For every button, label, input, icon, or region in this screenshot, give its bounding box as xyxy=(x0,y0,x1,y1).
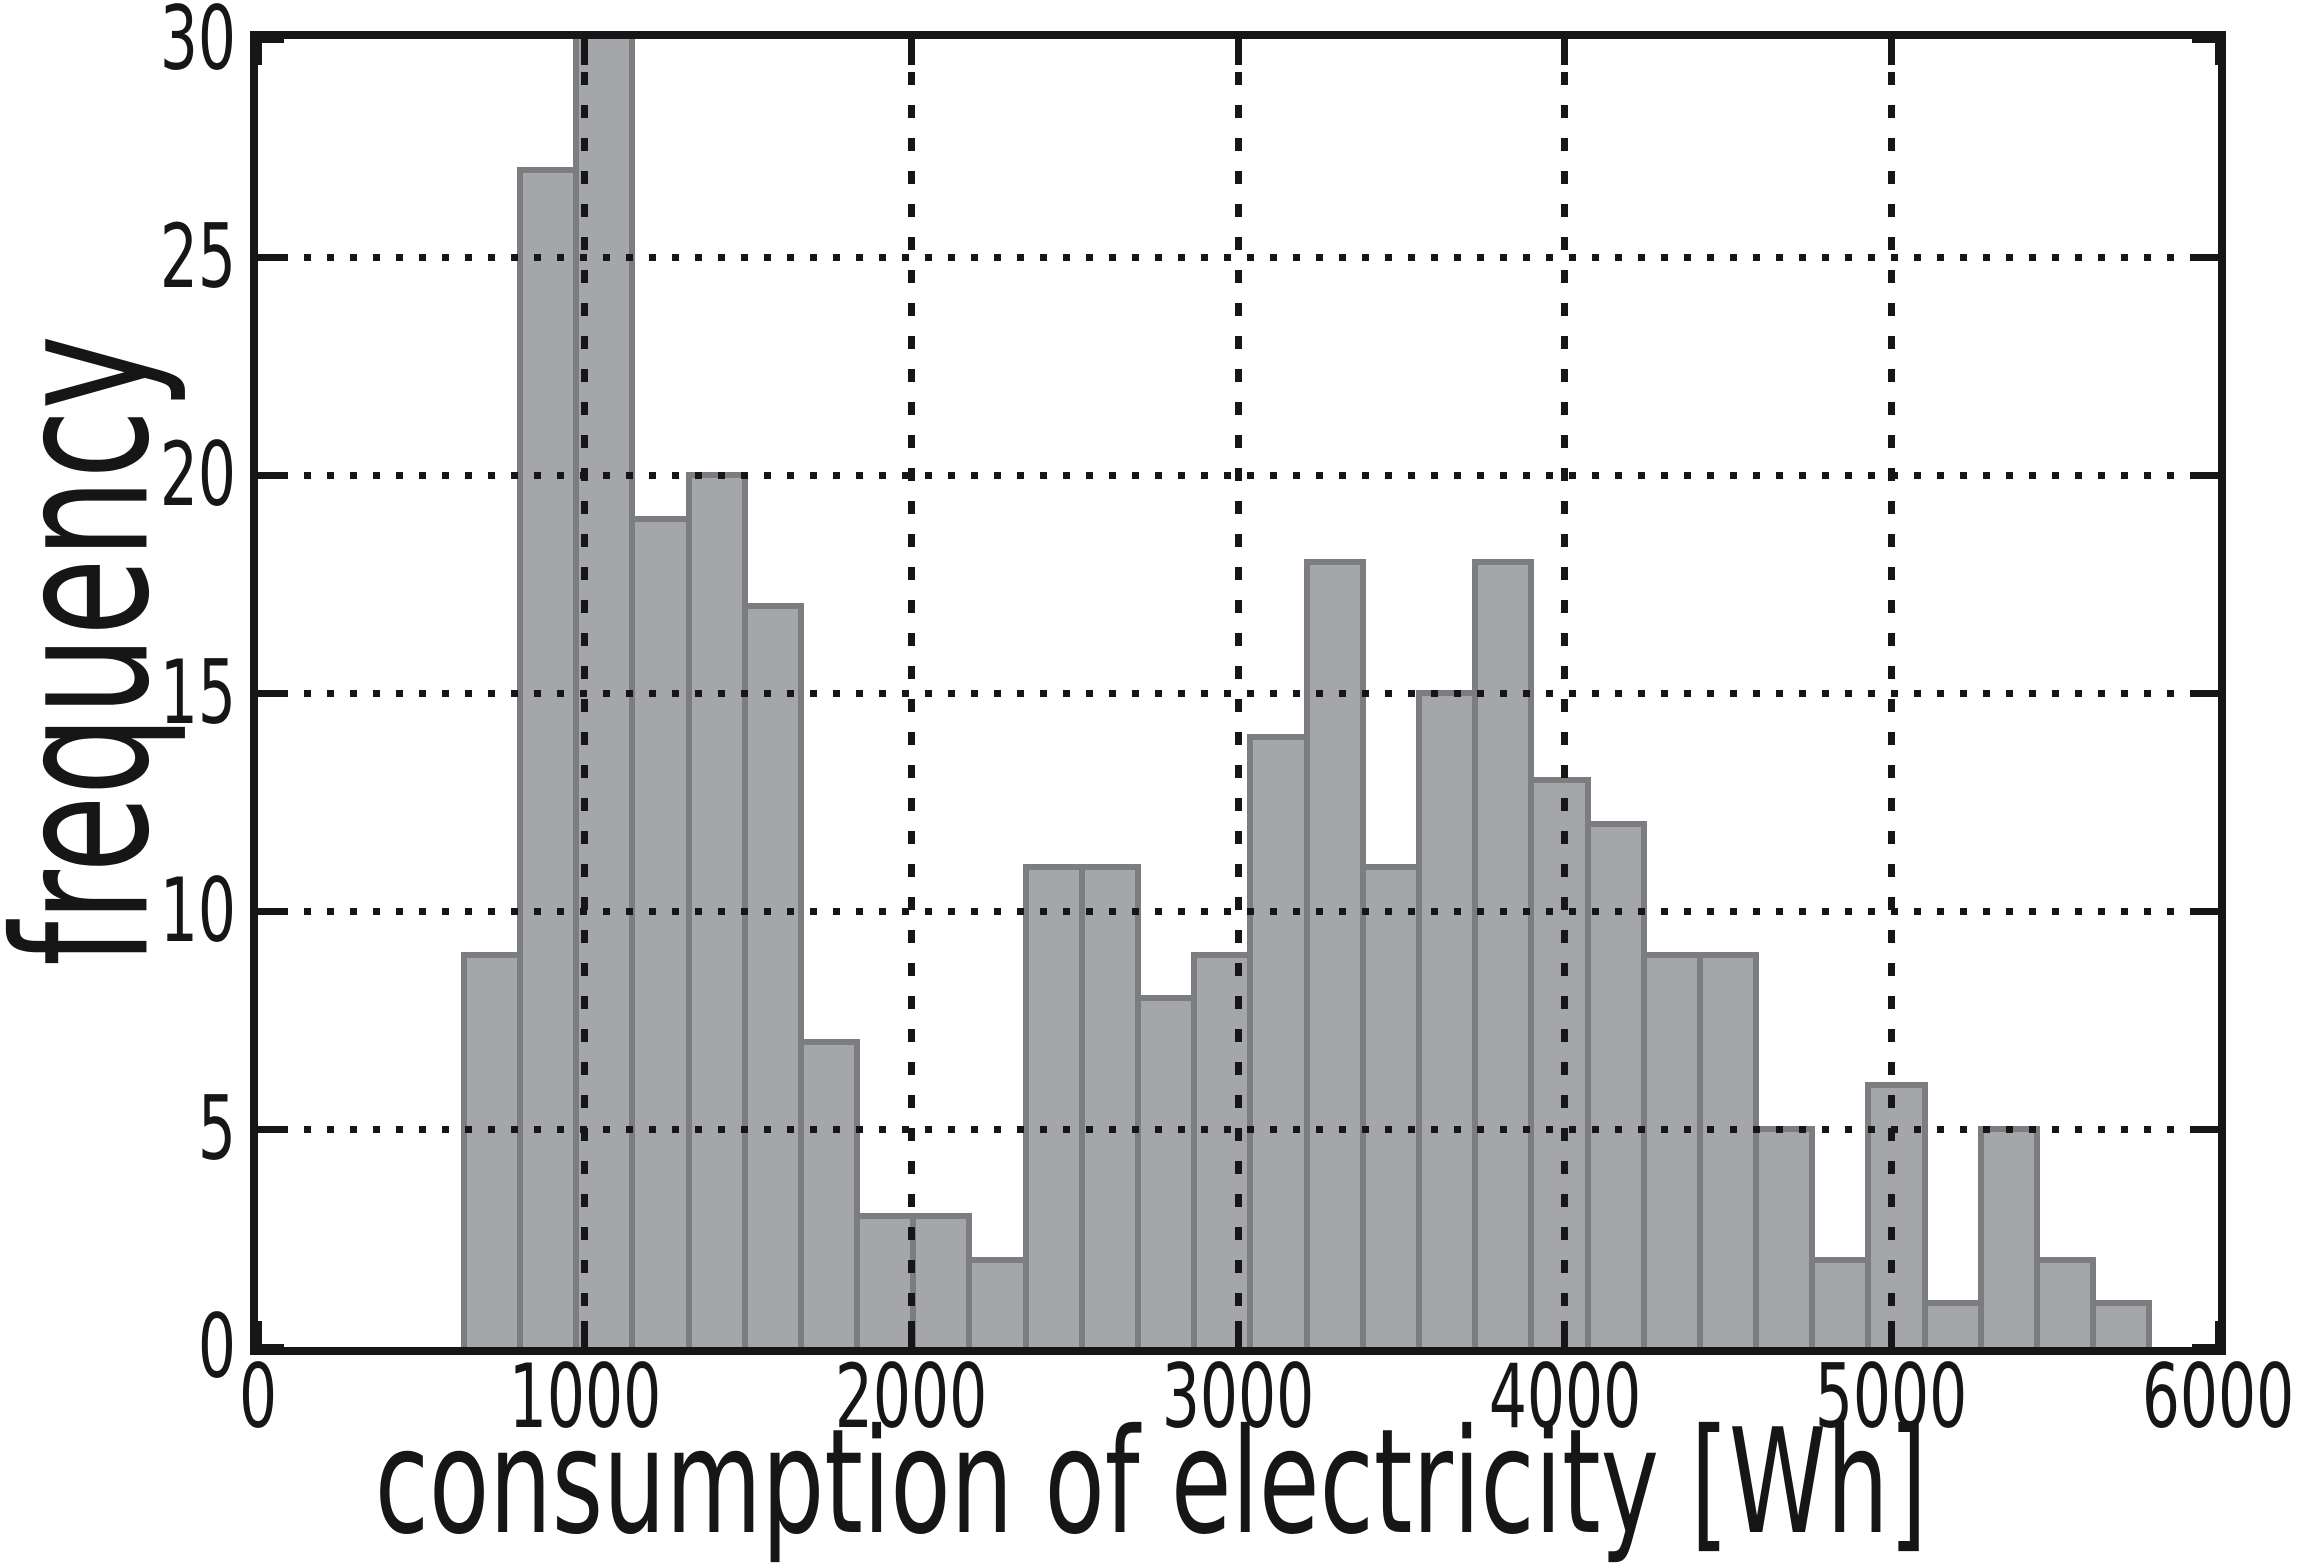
histogram-bar xyxy=(910,1213,973,1347)
x-tick xyxy=(258,1321,262,1347)
histogram-bar xyxy=(1359,864,1422,1347)
histogram-bar xyxy=(1977,1126,2040,1347)
vertical-gridline xyxy=(1887,39,1895,1347)
histogram-bar xyxy=(1921,1300,1984,1347)
histogram-bar xyxy=(2090,1300,2153,1347)
histogram-bar xyxy=(1247,733,1310,1347)
y-tick xyxy=(2192,1343,2218,1347)
histogram-bar xyxy=(1022,864,1085,1347)
y-tick xyxy=(258,39,284,43)
y-tick-label: 5 xyxy=(197,1077,236,1180)
y-tick-label: 15 xyxy=(159,641,236,744)
histogram-bar xyxy=(1303,559,1366,1347)
histogram-bar xyxy=(1191,951,1254,1347)
x-tick-label: 1000 xyxy=(508,1345,661,1448)
histogram-bar xyxy=(2034,1256,2097,1347)
y-tick-label: 10 xyxy=(159,859,236,962)
x-tick-label: 0 xyxy=(238,1345,278,1448)
histogram-bar xyxy=(1865,1082,1928,1347)
histogram-bar xyxy=(1696,951,1760,1347)
x-tick xyxy=(1234,1321,1242,1347)
x-axis-label: consumption of electricity [Wh] xyxy=(374,1398,1928,1566)
y-tick xyxy=(2192,39,2218,43)
x-tick xyxy=(1887,39,1895,65)
y-tick xyxy=(2192,253,2218,261)
histogram-bar xyxy=(1078,864,1142,1347)
histogram-bar xyxy=(1135,995,1198,1347)
y-tick xyxy=(258,1125,284,1133)
histogram-bar xyxy=(797,1038,861,1347)
y-tick xyxy=(258,689,284,697)
x-tick-label: 2000 xyxy=(835,1345,988,1448)
plot-area xyxy=(250,31,2226,1355)
x-tick xyxy=(258,39,262,65)
vertical-gridline xyxy=(1561,39,1569,1347)
y-tick xyxy=(2192,471,2218,479)
histogram-bar xyxy=(966,1256,1029,1347)
y-tick-label: 25 xyxy=(159,205,236,308)
x-tick xyxy=(907,39,915,65)
x-tick xyxy=(907,1321,915,1347)
histogram-bar xyxy=(741,602,804,1347)
y-tick xyxy=(258,907,284,915)
x-tick-label: 5000 xyxy=(1815,1345,1968,1448)
histogram-bar xyxy=(1472,559,1535,1347)
x-tick xyxy=(2214,1321,2218,1347)
y-tick xyxy=(258,1343,284,1347)
x-tick xyxy=(1561,39,1569,65)
x-tick xyxy=(2214,39,2218,65)
x-tick-label: 4000 xyxy=(1488,1345,1641,1448)
x-tick xyxy=(1561,1321,1569,1347)
vertical-gridline xyxy=(907,39,915,1347)
y-tick-label: 30 xyxy=(159,0,236,90)
y-tick xyxy=(258,253,284,261)
histogram-bar xyxy=(1584,820,1647,1347)
y-tick xyxy=(2192,1125,2218,1133)
y-tick-label: 20 xyxy=(159,423,236,526)
histogram-bar xyxy=(1415,690,1479,1347)
y-tick-label: 0 xyxy=(197,1295,236,1398)
x-tick-label: 6000 xyxy=(2141,1345,2295,1448)
histogram-bar xyxy=(460,951,523,1347)
x-tick xyxy=(581,39,589,65)
x-tick xyxy=(1887,1321,1895,1347)
histogram-bar xyxy=(516,166,580,1347)
y-tick xyxy=(258,471,284,479)
vertical-gridline xyxy=(1234,39,1242,1347)
histogram-bar xyxy=(1753,1126,1816,1347)
histogram-bar xyxy=(1809,1256,1872,1347)
y-tick xyxy=(2192,689,2218,697)
y-tick xyxy=(2192,907,2218,915)
x-tick xyxy=(1234,39,1242,65)
histogram-bar xyxy=(1528,777,1591,1347)
x-tick-label: 3000 xyxy=(1161,1345,1315,1448)
histogram-bar xyxy=(1640,951,1703,1347)
x-tick xyxy=(581,1321,589,1347)
histogram-bar xyxy=(629,515,692,1347)
vertical-gridline xyxy=(581,39,589,1347)
